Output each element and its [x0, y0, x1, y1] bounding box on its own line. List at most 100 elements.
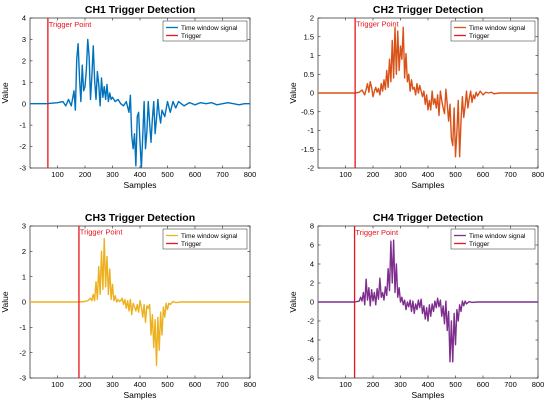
legend-label: Trigger [469, 33, 490, 40]
legend-label: Trigger [469, 241, 490, 248]
trigger-point-annotation: Trigger Point [49, 20, 93, 29]
chart-title: CH2 Trigger Detection [373, 4, 483, 16]
trigger-point-annotation: Trigger Point [356, 20, 400, 29]
y-tick-label: 0 [22, 99, 26, 108]
x-tick-label: 600 [189, 380, 202, 389]
y-tick-label: 0 [22, 298, 26, 307]
x-tick-label: 300 [106, 170, 119, 179]
y-tick-label: 1 [22, 272, 26, 281]
signal-line [318, 26, 538, 158]
signal-line [318, 239, 538, 363]
x-tick-label: 300 [106, 380, 119, 389]
trigger-point-annotation: Trigger Point [80, 228, 124, 237]
y-tick-label: -6 [307, 355, 314, 364]
y-tick-label: -2 [307, 317, 314, 326]
y-tick-label: 3 [22, 222, 26, 231]
x-tick-label: 500 [449, 170, 462, 179]
signal-line [30, 237, 250, 367]
y-tick-label: 1.5 [304, 32, 314, 41]
legend-box [450, 20, 536, 42]
y-tick-label: 2 [310, 279, 314, 288]
x-tick-label: 400 [134, 380, 147, 389]
y-tick-label: 0.5 [304, 70, 314, 79]
chart-panel-ch4: CH4 Trigger Detection 100 200 300 400 500 600 7… [288, 212, 544, 400]
x-tick-label: 500 [161, 380, 174, 389]
x-tick-label: 600 [477, 170, 490, 179]
x-tick-label: 200 [79, 170, 92, 179]
x-tick-label: 800 [244, 170, 257, 179]
x-tick-label: 200 [79, 380, 92, 389]
y-tick-label: 2 [22, 56, 26, 65]
y-tick-label: 0 [310, 298, 314, 307]
x-tick-label: 100 [339, 380, 352, 389]
chart-panel-ch2: CH2 Trigger Detection 100 200 300 400 500 600 7… [288, 4, 544, 190]
chart-title: CH3 Trigger Detection [85, 212, 195, 224]
x-tick-label: 500 [161, 170, 174, 179]
legend-label: Trigger [181, 241, 202, 248]
y-tick-label: -2 [19, 142, 26, 151]
x-tick-label: 300 [394, 170, 407, 179]
y-tick-label: -3 [19, 374, 26, 383]
y-tick-label: 3 [22, 35, 26, 44]
y-tick-label: -1 [307, 126, 314, 135]
x-tick-label: 700 [504, 380, 517, 389]
legend-box [450, 228, 536, 250]
x-tick-label: 100 [51, 380, 64, 389]
chart-panel-ch1: CH1 Trigger Detection 100 200 300 400 500 600 7… [0, 4, 256, 190]
trigger-point-annotation: Trigger Point [355, 228, 399, 237]
x-axis-label: Samples [411, 390, 444, 400]
x-tick-label: 700 [216, 380, 229, 389]
legend-label: Time window signal [469, 25, 526, 32]
x-tick-label: 800 [532, 380, 545, 389]
y-tick-label: 8 [310, 222, 314, 231]
y-tick-label: -4 [307, 336, 314, 345]
x-axis-label: Samples [411, 180, 444, 190]
y-tick-label: -1 [19, 121, 26, 130]
x-axis-label: Samples [123, 390, 156, 400]
y-tick-label: -8 [307, 374, 314, 383]
x-tick-label: 300 [394, 380, 407, 389]
x-tick-label: 100 [339, 170, 352, 179]
x-tick-label: 800 [532, 170, 545, 179]
y-tick-label: -0.5 [301, 107, 314, 116]
y-axis-label: Value [288, 82, 298, 103]
legend-label: Trigger [181, 33, 202, 40]
y-tick-label: 0 [310, 89, 314, 98]
x-tick-label: 100 [51, 170, 64, 179]
y-tick-label: 2 [22, 247, 26, 256]
legend-box [162, 228, 248, 250]
signal-line [30, 38, 250, 168]
x-tick-label: 400 [134, 170, 147, 179]
chart-panel-ch3: CH3 Trigger Detection 100 200 300 400 500 600 7… [0, 212, 256, 400]
y-tick-label: 2 [310, 14, 314, 23]
y-tick-label: -1.5 [301, 145, 314, 154]
chart-title: CH4 Trigger Detection [373, 212, 483, 224]
y-tick-label: -2 [19, 348, 26, 357]
legend-label: Time window signal [181, 233, 238, 240]
x-tick-label: 400 [422, 380, 435, 389]
x-tick-label: 200 [367, 380, 380, 389]
y-tick-label: 4 [22, 14, 26, 23]
y-tick-label: 6 [310, 241, 314, 250]
legend-label: Time window signal [469, 233, 526, 240]
x-tick-label: 400 [422, 170, 435, 179]
y-tick-label: -1 [19, 323, 26, 332]
x-tick-label: 800 [244, 380, 257, 389]
x-tick-label: 200 [367, 170, 380, 179]
legend-label: Time window signal [181, 25, 238, 32]
x-tick-label: 600 [477, 380, 490, 389]
y-axis-label: Value [288, 291, 298, 312]
legend-box [162, 20, 248, 42]
chart-title: CH1 Trigger Detection [85, 4, 195, 16]
y-axis-label: Value [0, 82, 10, 103]
x-tick-label: 600 [189, 170, 202, 179]
y-tick-label: -2 [307, 164, 314, 173]
x-tick-label: 700 [504, 170, 517, 179]
y-axis-label: Value [0, 291, 10, 312]
y-tick-label: -3 [19, 164, 26, 173]
